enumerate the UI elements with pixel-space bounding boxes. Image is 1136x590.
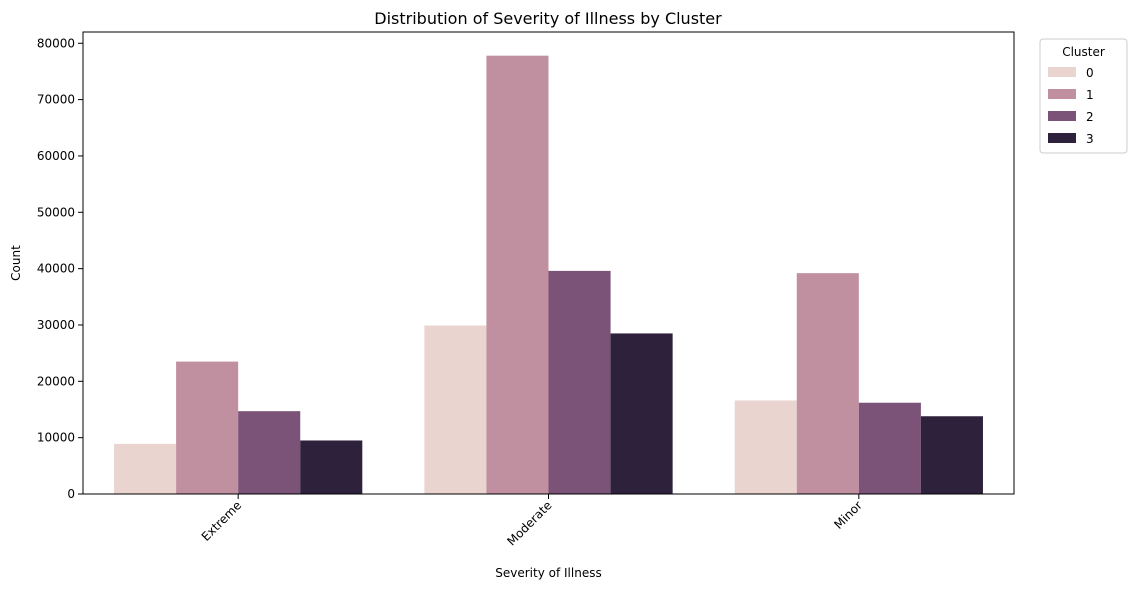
bar-cluster-0-extreme — [114, 443, 177, 494]
bar-cluster-0-minor — [734, 400, 797, 494]
legend-swatch-1 — [1048, 89, 1076, 99]
y-tick-label: 20000 — [37, 374, 75, 388]
x-axis-label: Severity of Illness — [495, 566, 601, 580]
y-tick-label: 0 — [67, 487, 75, 501]
legend-label-3: 3 — [1086, 132, 1094, 146]
bar-cluster-1-extreme — [176, 361, 239, 494]
bar-cluster-2-minor — [858, 402, 921, 494]
y-axis: 0 10000 20000 30000 40000 50000 60000 70000 8000… — [37, 36, 83, 501]
x-tick-label-minor: Minor — [831, 498, 865, 532]
y-tick-label: 10000 — [37, 431, 75, 445]
bar-cluster-1-minor — [796, 273, 859, 494]
legend-label-0: 0 — [1086, 66, 1094, 80]
plot-frame — [82, 31, 1015, 495]
legend-label-2: 2 — [1086, 110, 1094, 124]
y-tick-label: 60000 — [37, 149, 75, 163]
y-tick-label: 30000 — [37, 318, 75, 332]
y-tick-label: 40000 — [37, 262, 75, 276]
bar-cluster-3-minor — [920, 416, 983, 494]
bar-cluster-2-extreme — [238, 411, 301, 494]
legend-title: Cluster — [1062, 45, 1105, 59]
bars-group — [114, 55, 983, 494]
legend-label-1: 1 — [1086, 88, 1094, 102]
bar-cluster-3-moderate — [610, 333, 673, 494]
chart-title: Distribution of Severity of Illness by C… — [374, 9, 722, 28]
x-tick-label-moderate: Moderate — [504, 498, 554, 548]
legend-swatch-0 — [1048, 67, 1076, 77]
legend: Cluster 0 1 2 3 — [1039, 38, 1128, 154]
y-tick-label: 50000 — [37, 205, 75, 219]
x-tick-label-extreme: Extreme — [199, 498, 245, 544]
legend-swatch-3 — [1048, 133, 1076, 143]
x-axis: Extreme Moderate Minor — [199, 494, 865, 548]
legend-swatch-2 — [1048, 111, 1076, 121]
y-tick-label: 70000 — [37, 93, 75, 107]
bar-cluster-1-moderate — [486, 55, 549, 494]
bar-cluster-0-moderate — [424, 325, 487, 494]
bar-cluster-3-extreme — [300, 440, 363, 494]
bar-cluster-2-moderate — [548, 270, 611, 494]
y-axis-label: Count — [9, 245, 23, 281]
y-tick-label: 80000 — [37, 36, 75, 50]
